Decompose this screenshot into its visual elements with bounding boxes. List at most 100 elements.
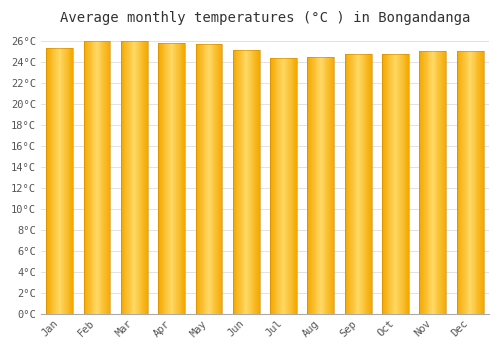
- Bar: [388, 54, 390, 314]
- Bar: [169, 43, 170, 314]
- Bar: [244, 50, 246, 314]
- Bar: [103, 41, 104, 314]
- Bar: [369, 54, 370, 314]
- Bar: [90, 41, 92, 314]
- Bar: [102, 41, 103, 314]
- Bar: [216, 44, 217, 314]
- Bar: [327, 57, 328, 314]
- Bar: [371, 54, 372, 314]
- Bar: [348, 54, 350, 314]
- Bar: [425, 51, 426, 314]
- Bar: [70, 48, 72, 314]
- Bar: [345, 54, 346, 314]
- Bar: [278, 58, 279, 314]
- Bar: [46, 48, 73, 314]
- Bar: [478, 51, 479, 314]
- Bar: [439, 51, 440, 314]
- Bar: [196, 44, 222, 314]
- Bar: [126, 41, 127, 314]
- Bar: [106, 41, 107, 314]
- Bar: [210, 44, 212, 314]
- Bar: [426, 51, 428, 314]
- Bar: [200, 44, 201, 314]
- Bar: [100, 41, 102, 314]
- Bar: [468, 51, 469, 314]
- Bar: [233, 50, 260, 314]
- Bar: [444, 51, 446, 314]
- Bar: [383, 54, 384, 314]
- Bar: [311, 57, 312, 314]
- Bar: [406, 54, 407, 314]
- Bar: [48, 48, 49, 314]
- Bar: [270, 58, 271, 314]
- Bar: [207, 44, 208, 314]
- Bar: [107, 41, 108, 314]
- Bar: [430, 51, 431, 314]
- Bar: [295, 58, 296, 314]
- Bar: [398, 54, 399, 314]
- Bar: [370, 54, 371, 314]
- Bar: [182, 43, 184, 314]
- Bar: [50, 48, 51, 314]
- Bar: [127, 41, 128, 314]
- Bar: [431, 51, 432, 314]
- Bar: [58, 48, 59, 314]
- Bar: [129, 41, 130, 314]
- Bar: [239, 50, 240, 314]
- Bar: [134, 41, 135, 314]
- Bar: [390, 54, 391, 314]
- Bar: [386, 54, 388, 314]
- Bar: [67, 48, 68, 314]
- Bar: [329, 57, 330, 314]
- Bar: [56, 48, 57, 314]
- Bar: [319, 57, 320, 314]
- Bar: [368, 54, 369, 314]
- Bar: [470, 51, 471, 314]
- Bar: [423, 51, 424, 314]
- Bar: [99, 41, 100, 314]
- Bar: [198, 44, 199, 314]
- Bar: [462, 51, 463, 314]
- Bar: [158, 43, 185, 314]
- Bar: [316, 57, 318, 314]
- Bar: [65, 48, 66, 314]
- Bar: [356, 54, 358, 314]
- Bar: [202, 44, 203, 314]
- Bar: [160, 43, 161, 314]
- Bar: [234, 50, 236, 314]
- Bar: [404, 54, 406, 314]
- Bar: [168, 43, 169, 314]
- Bar: [420, 51, 446, 314]
- Bar: [326, 57, 327, 314]
- Bar: [483, 51, 484, 314]
- Bar: [161, 43, 162, 314]
- Bar: [233, 50, 234, 314]
- Bar: [281, 58, 282, 314]
- Bar: [359, 54, 360, 314]
- Bar: [291, 58, 292, 314]
- Bar: [366, 54, 367, 314]
- Bar: [328, 57, 329, 314]
- Bar: [324, 57, 326, 314]
- Bar: [124, 41, 126, 314]
- Bar: [162, 43, 164, 314]
- Bar: [255, 50, 256, 314]
- Bar: [441, 51, 442, 314]
- Bar: [320, 57, 321, 314]
- Bar: [471, 51, 472, 314]
- Bar: [142, 41, 143, 314]
- Bar: [209, 44, 210, 314]
- Bar: [247, 50, 248, 314]
- Bar: [274, 58, 276, 314]
- Bar: [254, 50, 255, 314]
- Bar: [166, 43, 167, 314]
- Bar: [137, 41, 138, 314]
- Bar: [54, 48, 55, 314]
- Bar: [400, 54, 401, 314]
- Bar: [140, 41, 141, 314]
- Bar: [472, 51, 473, 314]
- Bar: [407, 54, 408, 314]
- Bar: [482, 51, 483, 314]
- Bar: [219, 44, 220, 314]
- Bar: [433, 51, 434, 314]
